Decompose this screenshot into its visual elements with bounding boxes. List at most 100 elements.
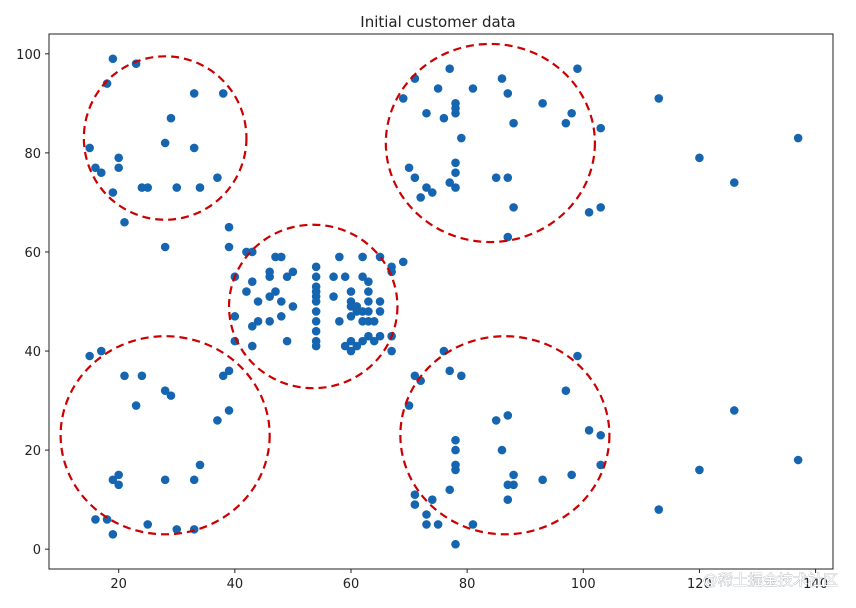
data-point bbox=[364, 297, 373, 306]
data-point bbox=[91, 515, 100, 524]
y-tick-label: 20 bbox=[24, 444, 41, 459]
data-point bbox=[166, 391, 176, 400]
data-point bbox=[573, 351, 582, 361]
data-point bbox=[561, 118, 571, 128]
data-point bbox=[451, 99, 460, 108]
data-point bbox=[596, 123, 606, 133]
cluster-circle bbox=[384, 42, 596, 244]
data-point bbox=[166, 113, 176, 123]
data-point bbox=[445, 366, 455, 376]
data-point bbox=[160, 138, 170, 148]
data-point bbox=[230, 312, 240, 321]
data-point bbox=[433, 84, 443, 93]
data-point bbox=[143, 520, 153, 529]
data-point bbox=[451, 183, 460, 192]
data-point bbox=[358, 272, 367, 282]
data-point bbox=[213, 173, 222, 182]
data-point bbox=[172, 525, 182, 534]
data-point bbox=[120, 217, 129, 227]
data-point bbox=[276, 312, 286, 321]
x-tick-label: 80 bbox=[459, 577, 476, 592]
data-point bbox=[375, 297, 385, 306]
data-point bbox=[364, 277, 373, 286]
data-point bbox=[346, 346, 356, 356]
data-point bbox=[410, 500, 420, 509]
data-point bbox=[96, 168, 106, 178]
data-point bbox=[433, 520, 443, 529]
data-point bbox=[584, 425, 594, 435]
data-point bbox=[503, 411, 513, 420]
y-tick-label: 100 bbox=[16, 48, 41, 63]
x-tick-label: 120 bbox=[687, 577, 712, 592]
data-point bbox=[416, 193, 425, 202]
data-point bbox=[491, 173, 501, 182]
chart-title: Initial customer data bbox=[360, 13, 515, 31]
data-point bbox=[410, 490, 420, 499]
data-point bbox=[451, 445, 460, 455]
data-point bbox=[346, 287, 356, 296]
data-point bbox=[358, 252, 367, 262]
data-point bbox=[311, 336, 321, 346]
data-point bbox=[311, 307, 321, 316]
data-point bbox=[311, 262, 321, 272]
data-point bbox=[509, 480, 518, 490]
data-point bbox=[538, 99, 547, 108]
data-point bbox=[369, 317, 379, 326]
cluster-circle bbox=[399, 335, 611, 536]
cluster-circle bbox=[82, 55, 248, 221]
data-point bbox=[427, 188, 437, 197]
data-point bbox=[340, 341, 350, 351]
data-point bbox=[793, 133, 803, 143]
data-point bbox=[503, 89, 513, 98]
watermark: @稀土掘金技术社区 bbox=[703, 571, 838, 589]
data-point bbox=[422, 520, 431, 529]
data-point bbox=[271, 287, 280, 296]
y-tick-label: 60 bbox=[24, 246, 41, 261]
data-point bbox=[538, 475, 547, 485]
data-point bbox=[218, 89, 228, 98]
data-point bbox=[451, 460, 460, 470]
data-point bbox=[497, 74, 507, 83]
data-point bbox=[247, 247, 257, 257]
data-point bbox=[213, 416, 222, 425]
data-point bbox=[445, 64, 455, 73]
data-point bbox=[491, 416, 501, 425]
data-point bbox=[265, 292, 274, 301]
data-point bbox=[451, 539, 460, 549]
data-point bbox=[398, 257, 408, 267]
data-point bbox=[596, 430, 606, 440]
data-point bbox=[596, 203, 606, 212]
data-point bbox=[352, 302, 362, 311]
data-point bbox=[108, 54, 118, 64]
data-point bbox=[364, 307, 373, 316]
data-point bbox=[793, 455, 803, 465]
data-point bbox=[265, 317, 274, 326]
data-point bbox=[160, 242, 170, 252]
data-point bbox=[340, 272, 350, 282]
data-point bbox=[427, 495, 437, 504]
data-point bbox=[91, 163, 100, 173]
data-point bbox=[224, 242, 234, 252]
data-point bbox=[335, 252, 344, 262]
data-point bbox=[584, 208, 594, 217]
cluster-circle bbox=[59, 335, 271, 536]
x-tick-label: 100 bbox=[571, 577, 596, 592]
data-point bbox=[654, 505, 664, 514]
data-point bbox=[120, 371, 129, 381]
data-point bbox=[422, 183, 431, 192]
data-point bbox=[311, 272, 321, 282]
x-tick-label: 60 bbox=[343, 577, 360, 592]
data-point bbox=[468, 84, 478, 93]
data-point bbox=[131, 401, 141, 410]
y-tick-label: 40 bbox=[24, 345, 41, 360]
data-point bbox=[224, 406, 234, 415]
data-point bbox=[160, 475, 170, 485]
data-point bbox=[346, 297, 356, 306]
data-point bbox=[695, 153, 704, 163]
data-point bbox=[276, 297, 286, 306]
data-point bbox=[288, 302, 298, 311]
data-point bbox=[311, 317, 321, 326]
data-point bbox=[282, 272, 292, 282]
scatter-points bbox=[85, 54, 803, 549]
